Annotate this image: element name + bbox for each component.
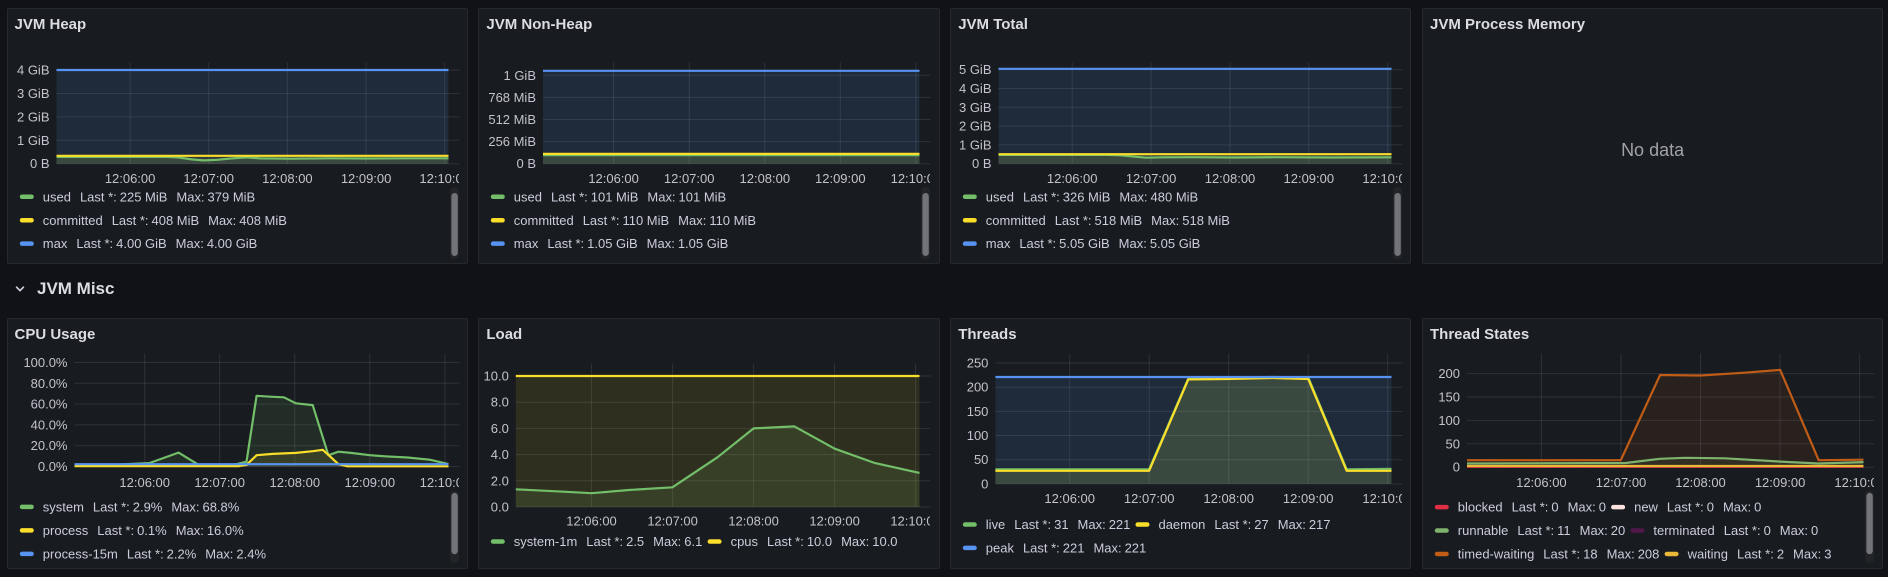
svg-text:8.0: 8.0 bbox=[491, 394, 509, 409]
svg-text:100: 100 bbox=[967, 428, 989, 443]
svg-text:3 GiB: 3 GiB bbox=[17, 86, 49, 101]
svg-text:12:06:00: 12:06:00 bbox=[1047, 171, 1098, 186]
svg-text:12:09:00: 12:09:00 bbox=[815, 171, 866, 186]
svg-text:12:09:00: 12:09:00 bbox=[1283, 490, 1334, 505]
svg-text:768 MiB: 768 MiB bbox=[489, 90, 537, 105]
svg-text:10.0: 10.0 bbox=[484, 368, 509, 383]
svg-text:12:10:00: 12:10:00 bbox=[891, 513, 941, 528]
svg-text:12:07:00: 12:07:00 bbox=[194, 474, 245, 489]
svg-text:12:08:00: 12:08:00 bbox=[269, 474, 320, 489]
svg-text:250: 250 bbox=[967, 355, 989, 370]
svg-text:12:10:00: 12:10:00 bbox=[419, 171, 469, 186]
svg-text:12:08:00: 12:08:00 bbox=[262, 171, 313, 186]
svg-text:2 GiB: 2 GiB bbox=[17, 109, 49, 124]
svg-text:200: 200 bbox=[1438, 366, 1460, 381]
svg-text:100: 100 bbox=[1438, 412, 1460, 427]
svg-text:12:06:00: 12:06:00 bbox=[104, 171, 155, 186]
svg-text:12:08:00: 12:08:00 bbox=[729, 513, 780, 528]
svg-text:100.0%: 100.0% bbox=[23, 355, 67, 370]
svg-text:12:06:00: 12:06:00 bbox=[1516, 474, 1567, 489]
svg-text:50: 50 bbox=[1446, 436, 1460, 451]
svg-text:12:07:00: 12:07:00 bbox=[1124, 490, 1175, 505]
svg-text:256 MiB: 256 MiB bbox=[489, 134, 537, 149]
svg-text:12:07:00: 12:07:00 bbox=[1596, 474, 1647, 489]
svg-text:40.0%: 40.0% bbox=[30, 417, 67, 432]
svg-text:4 GiB: 4 GiB bbox=[959, 81, 991, 96]
svg-text:12:06:00: 12:06:00 bbox=[589, 171, 640, 186]
svg-text:12:09:00: 12:09:00 bbox=[1755, 474, 1806, 489]
svg-text:0 B: 0 B bbox=[517, 156, 537, 171]
svg-text:12:07:00: 12:07:00 bbox=[664, 171, 715, 186]
svg-text:12:10:00: 12:10:00 bbox=[1363, 171, 1413, 186]
svg-text:12:10:00: 12:10:00 bbox=[1363, 490, 1413, 505]
svg-text:0 B: 0 B bbox=[972, 156, 992, 171]
svg-text:12:08:00: 12:08:00 bbox=[1205, 171, 1256, 186]
svg-text:12:07:00: 12:07:00 bbox=[183, 171, 234, 186]
svg-text:3 GiB: 3 GiB bbox=[959, 100, 991, 115]
svg-text:12:10:00: 12:10:00 bbox=[891, 171, 941, 186]
svg-text:2 GiB: 2 GiB bbox=[959, 119, 991, 134]
svg-text:20.0%: 20.0% bbox=[30, 438, 67, 453]
svg-text:12:06:00: 12:06:00 bbox=[567, 513, 618, 528]
svg-text:512 MiB: 512 MiB bbox=[489, 112, 537, 127]
svg-text:1 GiB: 1 GiB bbox=[504, 68, 536, 83]
svg-text:0: 0 bbox=[1453, 459, 1460, 474]
svg-text:80.0%: 80.0% bbox=[30, 375, 67, 390]
svg-text:2.0: 2.0 bbox=[491, 473, 509, 488]
svg-text:0 B: 0 B bbox=[29, 156, 49, 171]
svg-text:4 GiB: 4 GiB bbox=[17, 63, 49, 78]
svg-text:5 GiB: 5 GiB bbox=[959, 62, 991, 77]
svg-text:12:08:00: 12:08:00 bbox=[740, 171, 791, 186]
svg-text:0.0%: 0.0% bbox=[37, 458, 67, 473]
svg-text:12:08:00: 12:08:00 bbox=[1204, 490, 1255, 505]
svg-text:12:06:00: 12:06:00 bbox=[1045, 490, 1096, 505]
svg-text:1 GiB: 1 GiB bbox=[17, 133, 49, 148]
svg-text:12:09:00: 12:09:00 bbox=[1284, 171, 1335, 186]
svg-text:150: 150 bbox=[967, 403, 989, 418]
svg-text:12:07:00: 12:07:00 bbox=[1126, 171, 1177, 186]
svg-text:12:09:00: 12:09:00 bbox=[810, 513, 861, 528]
svg-text:12:09:00: 12:09:00 bbox=[340, 171, 391, 186]
svg-text:0: 0 bbox=[981, 476, 988, 491]
svg-text:12:09:00: 12:09:00 bbox=[344, 474, 395, 489]
svg-text:60.0%: 60.0% bbox=[30, 396, 67, 411]
svg-text:0.0: 0.0 bbox=[491, 499, 509, 514]
svg-text:50: 50 bbox=[974, 452, 988, 467]
svg-text:200: 200 bbox=[967, 379, 989, 394]
svg-text:150: 150 bbox=[1438, 389, 1460, 404]
svg-text:4.0: 4.0 bbox=[491, 447, 509, 462]
svg-text:1 GiB: 1 GiB bbox=[959, 137, 991, 152]
svg-text:12:07:00: 12:07:00 bbox=[648, 513, 699, 528]
svg-text:12:08:00: 12:08:00 bbox=[1675, 474, 1726, 489]
svg-text:12:06:00: 12:06:00 bbox=[119, 474, 170, 489]
svg-text:12:10:00: 12:10:00 bbox=[419, 474, 469, 489]
svg-text:6.0: 6.0 bbox=[491, 420, 509, 435]
svg-text:12:10:00: 12:10:00 bbox=[1834, 474, 1884, 489]
